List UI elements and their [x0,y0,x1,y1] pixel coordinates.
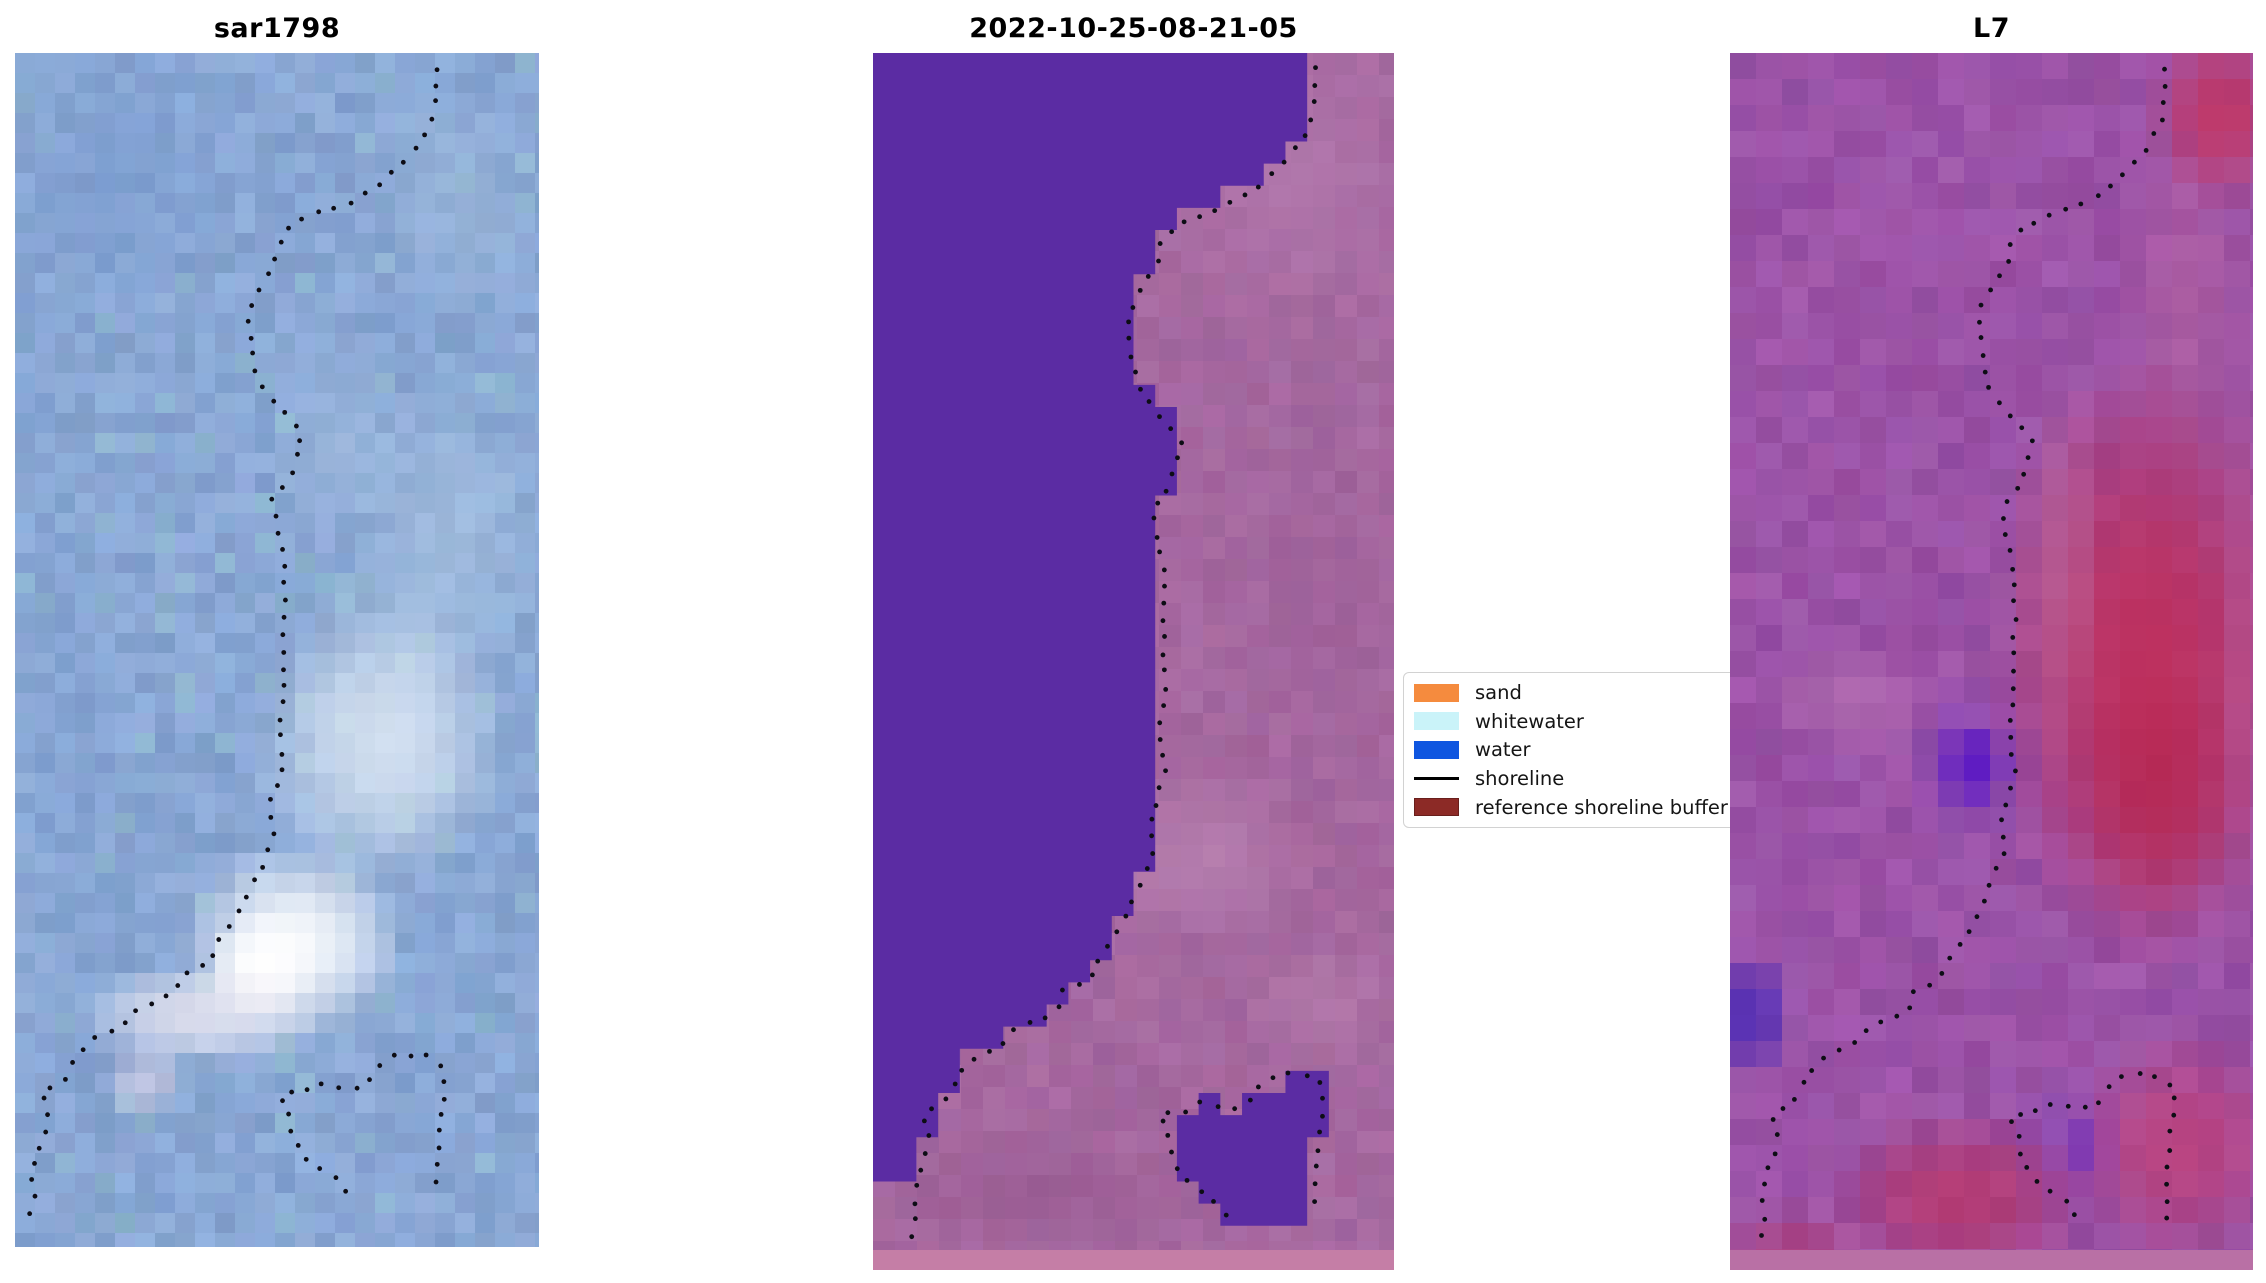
legend-item-shoreline: shoreline [1404,765,1802,793]
panel-l7 [1730,53,2253,1270]
legend-swatch-shoreline-line [1414,770,1459,788]
legend-swatch-reference-buffer [1414,798,1459,817]
legend-label-water: water [1475,738,1531,762]
panel-classified-2022-10-25 [873,53,1394,1270]
legend-item-sand: sand [1404,679,1802,707]
legend-swatch-whitewater [1414,712,1459,731]
legend-item-reference-buffer: reference shoreline buffer [1404,793,1802,821]
panel-title-sar1798: sar1798 [213,13,341,44]
classified-image [873,53,1394,1270]
panel-sar1798 [15,53,539,1247]
legend-label-sand: sand [1475,680,1522,704]
legend-swatch-water [1414,740,1459,759]
l7-image [1730,53,2253,1270]
legend-item-whitewater: whitewater [1404,707,1802,735]
panel-title-date: 2022-10-25-08-21-05 [969,13,1298,44]
sar1798-image [15,53,539,1247]
legend-label-whitewater: whitewater [1475,709,1584,733]
legend-swatch-sand [1414,683,1459,702]
legend-label-reference-buffer: reference shoreline buffer [1475,795,1728,819]
legend-item-water: water [1404,736,1802,764]
legend-label-shoreline: shoreline [1475,766,1565,790]
panel-title-l7: L7 [1973,13,2010,44]
